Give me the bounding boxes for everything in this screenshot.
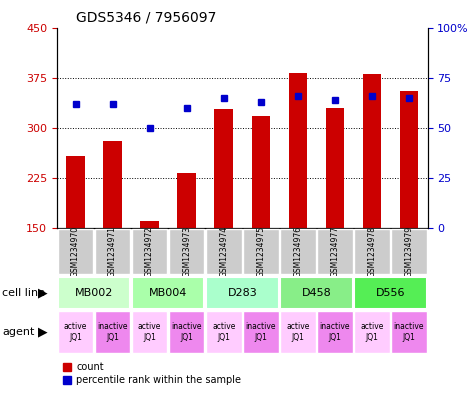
Text: inactive
JQ1: inactive JQ1 — [320, 322, 350, 342]
Bar — [363, 74, 381, 228]
FancyBboxPatch shape — [317, 229, 352, 274]
Legend: count, percentile rank within the sample: count, percentile rank within the sample — [62, 362, 241, 386]
Text: GSM1234974: GSM1234974 — [219, 226, 228, 277]
Bar — [215, 109, 233, 228]
FancyBboxPatch shape — [58, 311, 93, 353]
FancyBboxPatch shape — [206, 311, 241, 353]
FancyBboxPatch shape — [317, 311, 352, 353]
FancyBboxPatch shape — [169, 311, 204, 353]
Text: GSM1234977: GSM1234977 — [331, 226, 339, 277]
Text: GSM1234973: GSM1234973 — [182, 226, 191, 277]
Text: inactive
JQ1: inactive JQ1 — [394, 322, 424, 342]
Text: D458: D458 — [302, 288, 331, 298]
FancyBboxPatch shape — [206, 277, 278, 309]
Text: GSM1234972: GSM1234972 — [145, 226, 154, 277]
Text: MB004: MB004 — [149, 288, 187, 298]
Text: ▶: ▶ — [38, 325, 48, 339]
FancyBboxPatch shape — [243, 229, 278, 274]
Text: GSM1234979: GSM1234979 — [405, 226, 413, 277]
FancyBboxPatch shape — [132, 229, 167, 274]
FancyBboxPatch shape — [95, 311, 130, 353]
Text: inactive
JQ1: inactive JQ1 — [246, 322, 276, 342]
Text: active
JQ1: active JQ1 — [360, 322, 384, 342]
Text: cell line: cell line — [2, 288, 46, 298]
Text: D283: D283 — [228, 288, 257, 298]
Text: inactive
JQ1: inactive JQ1 — [171, 322, 202, 342]
FancyBboxPatch shape — [95, 229, 130, 274]
Text: GSM1234978: GSM1234978 — [368, 226, 376, 277]
Bar — [289, 73, 307, 228]
Bar — [178, 173, 196, 228]
FancyBboxPatch shape — [58, 229, 93, 274]
Text: GSM1234971: GSM1234971 — [108, 226, 117, 277]
FancyBboxPatch shape — [132, 277, 204, 309]
Bar — [66, 156, 85, 228]
Text: active
JQ1: active JQ1 — [64, 322, 87, 342]
Bar — [104, 141, 122, 228]
FancyBboxPatch shape — [169, 229, 204, 274]
Text: active
JQ1: active JQ1 — [212, 322, 236, 342]
Text: active
JQ1: active JQ1 — [138, 322, 162, 342]
FancyBboxPatch shape — [280, 277, 352, 309]
FancyBboxPatch shape — [354, 311, 390, 353]
FancyBboxPatch shape — [354, 229, 390, 274]
FancyBboxPatch shape — [132, 311, 167, 353]
Text: MB002: MB002 — [75, 288, 113, 298]
Text: GSM1234975: GSM1234975 — [256, 226, 265, 277]
FancyBboxPatch shape — [206, 229, 241, 274]
Bar — [400, 91, 418, 228]
Text: agent: agent — [2, 327, 35, 337]
Text: D556: D556 — [376, 288, 405, 298]
Text: GSM1234970: GSM1234970 — [71, 226, 80, 277]
Bar — [141, 221, 159, 228]
FancyBboxPatch shape — [58, 277, 130, 309]
FancyBboxPatch shape — [280, 311, 315, 353]
FancyBboxPatch shape — [391, 311, 427, 353]
Text: ▶: ▶ — [38, 286, 48, 299]
Bar — [326, 108, 344, 228]
FancyBboxPatch shape — [391, 229, 427, 274]
Text: inactive
JQ1: inactive JQ1 — [97, 322, 128, 342]
Text: GSM1234976: GSM1234976 — [294, 226, 302, 277]
Text: active
JQ1: active JQ1 — [286, 322, 310, 342]
FancyBboxPatch shape — [280, 229, 315, 274]
FancyBboxPatch shape — [354, 277, 427, 309]
Bar — [252, 116, 270, 228]
Text: GDS5346 / 7956097: GDS5346 / 7956097 — [76, 11, 216, 25]
FancyBboxPatch shape — [243, 311, 278, 353]
